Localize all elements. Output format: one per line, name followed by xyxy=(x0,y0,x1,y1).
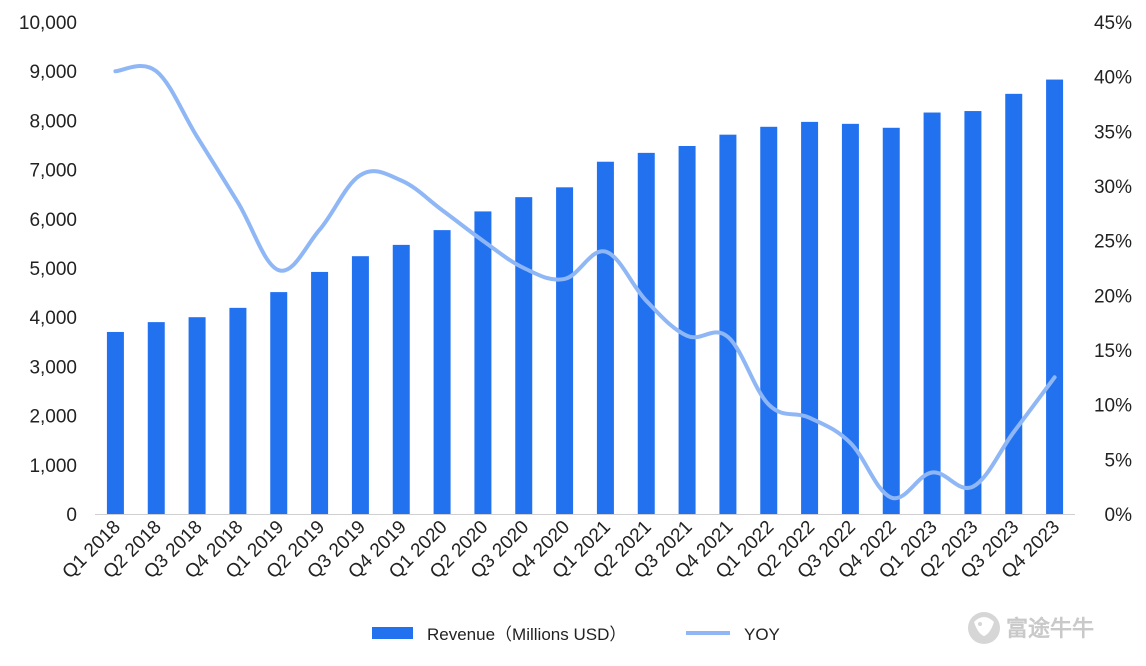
watermark: 富途牛牛 xyxy=(968,612,1094,644)
legend-label-revenue: Revenue（Millions USD） xyxy=(427,625,626,644)
bar-revenue xyxy=(760,126,778,515)
revenue-bars xyxy=(106,79,1064,515)
tick-label-y-left: 0 xyxy=(66,505,77,526)
tick-label-y-right: 25% xyxy=(1094,232,1132,253)
legend: Revenue（Millions USD） YOY xyxy=(372,625,780,644)
bar-revenue xyxy=(882,127,900,514)
tick-label-y-left: 5,000 xyxy=(29,259,77,280)
futu-bull-logo-icon xyxy=(968,612,1000,644)
bar-revenue xyxy=(556,187,574,514)
bar-revenue xyxy=(311,271,329,514)
tick-label-y-right: 35% xyxy=(1094,122,1132,143)
bar-revenue xyxy=(596,161,614,514)
tick-label-y-right: 40% xyxy=(1094,68,1132,89)
bar-revenue xyxy=(188,317,206,514)
series-line-yoy xyxy=(113,64,1057,501)
tick-label-y-left: 7,000 xyxy=(29,161,77,182)
tick-label-y-right: 0% xyxy=(1105,505,1133,526)
bar-revenue xyxy=(270,292,288,514)
tick-label-y-left: 1,000 xyxy=(29,456,77,477)
tick-label-y-left: 2,000 xyxy=(29,407,77,428)
bar-revenue xyxy=(841,123,859,515)
watermark-text: 富途牛牛 xyxy=(1006,616,1094,642)
tick-label-y-right: 20% xyxy=(1094,286,1132,307)
tick-label-y-left: 3,000 xyxy=(29,357,77,378)
tick-label-y-right: 5% xyxy=(1105,450,1133,471)
bar-revenue xyxy=(351,256,369,514)
bar-revenue xyxy=(433,230,451,514)
bar-revenue xyxy=(923,112,941,514)
tick-label-y-right: 10% xyxy=(1094,396,1132,417)
tick-label-y-left: 8,000 xyxy=(29,111,77,132)
tick-label-y-left: 4,000 xyxy=(29,308,77,329)
bar-revenue xyxy=(229,307,247,514)
bar-revenue xyxy=(147,322,165,514)
bar-revenue xyxy=(1005,93,1023,514)
bar-revenue xyxy=(964,111,982,514)
legend-swatch-revenue xyxy=(372,627,413,639)
legend-label-yoy: YOY xyxy=(744,625,780,644)
tick-label-y-left: 10,000 xyxy=(19,13,77,34)
tick-label-y-left: 6,000 xyxy=(29,210,77,231)
y-right-axis: 0% 5% 10% 15% 20% 25% 30% 35% 40% 45% xyxy=(1094,13,1132,526)
yoy-line-layer xyxy=(113,64,1057,501)
bar-revenue xyxy=(515,197,533,515)
bar-revenue xyxy=(801,121,819,514)
tick-label-y-right: 45% xyxy=(1094,13,1132,34)
bar-revenue xyxy=(106,331,124,514)
y-left-axis: 0 1,000 2,000 3,000 4,000 5,000 6,000 7,000 8,00… xyxy=(19,13,77,526)
bar-revenue xyxy=(1046,79,1064,515)
bar-revenue xyxy=(637,152,655,514)
tick-label-y-right: 15% xyxy=(1094,341,1132,362)
bar-revenue xyxy=(678,145,696,514)
tick-label-y-right: 30% xyxy=(1094,177,1132,198)
bar-revenue xyxy=(719,134,737,514)
tick-label-y-left: 9,000 xyxy=(29,62,77,83)
bar-revenue xyxy=(474,211,492,515)
bar-revenue xyxy=(392,244,410,514)
